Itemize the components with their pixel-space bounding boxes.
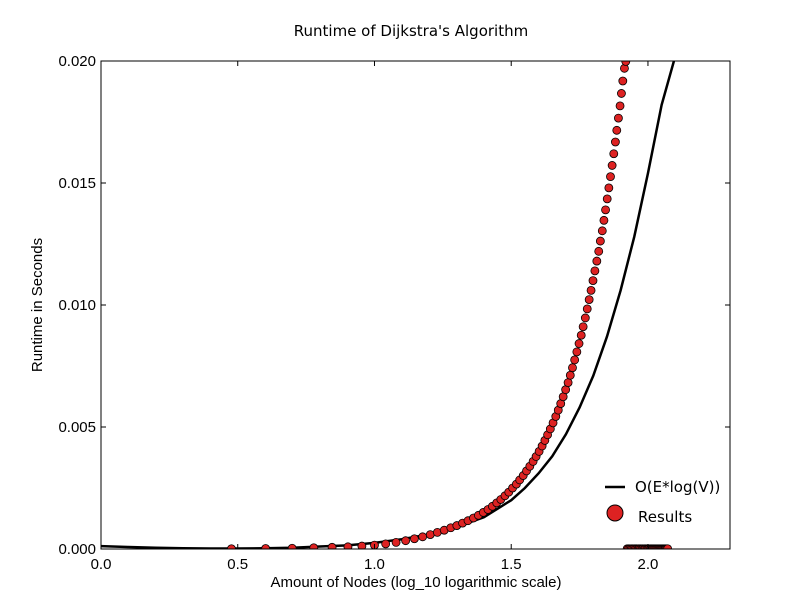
scatter-point	[615, 101, 625, 111]
scatter-point	[606, 172, 615, 182]
x-tick-label: 2.0	[638, 556, 659, 573]
scatter-point	[578, 322, 588, 332]
legend-line-label: O(E*log(V))	[635, 478, 720, 496]
y-tick-label: 0.020	[58, 53, 96, 70]
scatter-point	[599, 215, 609, 225]
scatter-point	[410, 534, 419, 544]
scatter-point	[401, 536, 411, 546]
scatter-point	[584, 295, 594, 305]
legend-marker-swatch	[606, 504, 624, 522]
scatter-point	[611, 137, 620, 147]
plot-layer	[101, 61, 676, 549]
scatter-point	[595, 236, 605, 246]
y-tick-label: 0.015	[58, 175, 96, 192]
scatter-point	[582, 304, 592, 314]
scatter-point	[594, 246, 604, 256]
legend: O(E*log(V)) Results	[605, 478, 720, 526]
scatter-point	[592, 256, 602, 266]
x-tick-label: 1.5	[501, 556, 522, 573]
scatter-point	[563, 378, 573, 387]
scatter-point	[612, 125, 622, 135]
scatter-point	[590, 266, 600, 276]
chart-title: Runtime of Dijkstra's Algorithm	[294, 22, 528, 40]
scatter-point	[618, 76, 628, 86]
scatter-point	[597, 226, 607, 236]
scatter-point	[580, 313, 590, 323]
scatter-point	[574, 339, 584, 348]
y-axis-label: Runtime in Seconds	[29, 238, 46, 372]
scatter-point	[604, 183, 614, 193]
scatter-point	[357, 541, 367, 549]
scatter-point	[609, 149, 619, 159]
scatter-point	[287, 543, 297, 549]
x-tick-label: 1.0	[364, 556, 385, 573]
x-tick-label: 0.5	[227, 556, 248, 573]
scatter-point	[617, 89, 626, 98]
y-tick-label: 0.010	[58, 297, 96, 314]
scatter-point	[614, 113, 623, 123]
scatter-point	[570, 355, 580, 365]
x-tick-label: 0.0	[91, 556, 112, 573]
scatter-point	[391, 538, 401, 547]
scatter-point	[327, 542, 337, 549]
scatter-point	[565, 370, 575, 380]
scatter-point	[607, 161, 617, 170]
y-tick-label: 0.005	[58, 419, 96, 436]
scatter-point	[602, 194, 612, 204]
scatter-point	[381, 539, 391, 549]
scatter-point	[568, 363, 577, 373]
scatter-point	[343, 542, 353, 549]
scatter-point	[576, 330, 586, 340]
scatter-point	[588, 276, 598, 286]
scatter-point	[586, 285, 596, 295]
series-line-0	[101, 61, 676, 549]
y-tick-label: 0.000	[58, 541, 96, 558]
ticks-layer: 0.0 0.5 1.0 1.5 2.0 0.000 0.005 0.010 0.015 0.020	[58, 53, 730, 573]
legend-marker-label: Results	[638, 508, 692, 526]
x-axis-label: Amount of Nodes (log_10 logarithmic scal…	[271, 574, 562, 591]
scatter-point	[418, 532, 428, 542]
plot-frame	[100, 60, 731, 550]
scatter-point	[601, 205, 610, 215]
scatter-point	[572, 347, 582, 357]
scatter-point	[309, 543, 319, 549]
